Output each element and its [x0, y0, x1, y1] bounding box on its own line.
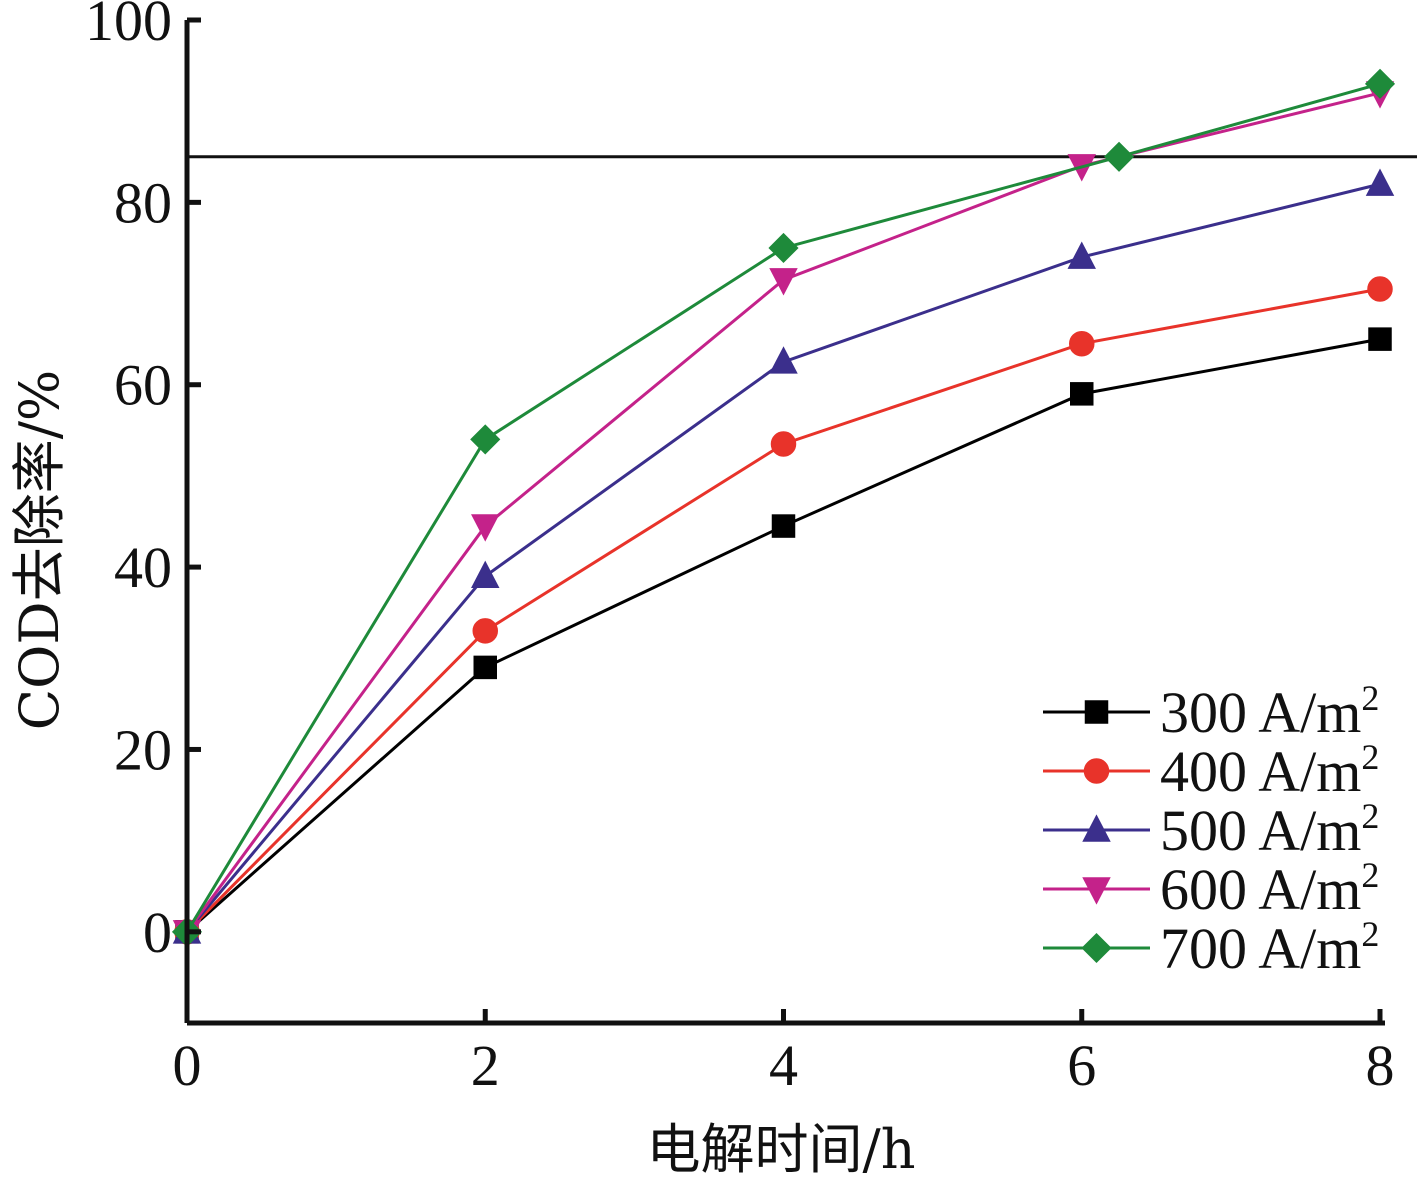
y-tick-label: 60 — [114, 353, 172, 418]
x-tick-label: 8 — [1366, 1033, 1395, 1098]
x-tick-label: 2 — [471, 1033, 500, 1098]
data-point — [471, 560, 500, 588]
legend-label-superscript: 2 — [1361, 914, 1379, 954]
legend-item: 700 A/m2 — [1043, 914, 1379, 981]
data-point — [769, 268, 798, 296]
y-ticks: 0 20 40 60 80 100 — [85, 0, 201, 965]
data-point — [771, 514, 796, 538]
legend-label-text: 400 A/m — [1160, 739, 1361, 804]
legend-label: 300 A/m2 — [1160, 678, 1379, 745]
data-point — [1365, 168, 1395, 196]
legend-marker — [1082, 877, 1111, 905]
legend-label-text: 500 A/m — [1160, 798, 1361, 863]
data-point — [1070, 382, 1094, 406]
legend-label-superscript: 2 — [1361, 678, 1379, 718]
data-point — [1067, 241, 1096, 269]
x-axis-title: 电解时间/h — [647, 1118, 916, 1181]
data-point — [770, 431, 797, 457]
data-point — [1368, 327, 1392, 351]
x-tick-label: 0 — [173, 1033, 202, 1098]
legend-item: 400 A/m2 — [1043, 737, 1379, 804]
data-point — [470, 424, 501, 455]
legend-label: 600 A/m2 — [1160, 855, 1379, 922]
y-tick-label: 20 — [114, 717, 172, 782]
legend-label-superscript: 2 — [1361, 855, 1379, 895]
legend-marker — [1083, 758, 1110, 784]
y-tick-label: 0 — [143, 900, 172, 965]
legend-label: 500 A/m2 — [1160, 796, 1379, 863]
data-point — [1069, 330, 1095, 357]
legend-label: 400 A/m2 — [1160, 737, 1379, 804]
data-point — [471, 514, 500, 542]
plot-area — [171, 68, 1417, 948]
legend-marker — [1082, 814, 1111, 842]
data-point — [1103, 141, 1135, 172]
legend-label-superscript: 2 — [1361, 737, 1379, 777]
y-tick-label: 100 — [85, 0, 172, 53]
x-tick-label: 6 — [1067, 1033, 1096, 1098]
legend-label-text: 600 A/m — [1160, 857, 1361, 922]
series-0 — [175, 327, 1392, 944]
legend-item: 500 A/m2 — [1043, 796, 1379, 863]
data-point — [472, 618, 498, 644]
legend-item: 600 A/m2 — [1043, 855, 1379, 922]
data-point — [473, 655, 497, 680]
data-point — [1367, 276, 1393, 302]
x-tick-label: 4 — [769, 1033, 798, 1098]
legend-label-superscript: 2 — [1361, 796, 1379, 836]
legend-item: 300 A/m2 — [1043, 678, 1379, 745]
data-point — [768, 232, 799, 264]
legend-label-text: 700 A/m — [1160, 916, 1361, 981]
y-tick-label: 40 — [114, 535, 172, 600]
legend-label-text: 300 A/m — [1160, 680, 1361, 745]
y-tick-label: 80 — [114, 170, 172, 235]
legend-marker — [1081, 932, 1112, 964]
y-axis-title: COD去除率/% — [8, 370, 71, 730]
data-point — [769, 346, 798, 374]
legend-marker — [1084, 700, 1109, 724]
legend-label: 700 A/m2 — [1160, 914, 1379, 981]
data-point — [1364, 68, 1396, 99]
x-ticks: 0 2 4 6 8 — [173, 1009, 1395, 1098]
